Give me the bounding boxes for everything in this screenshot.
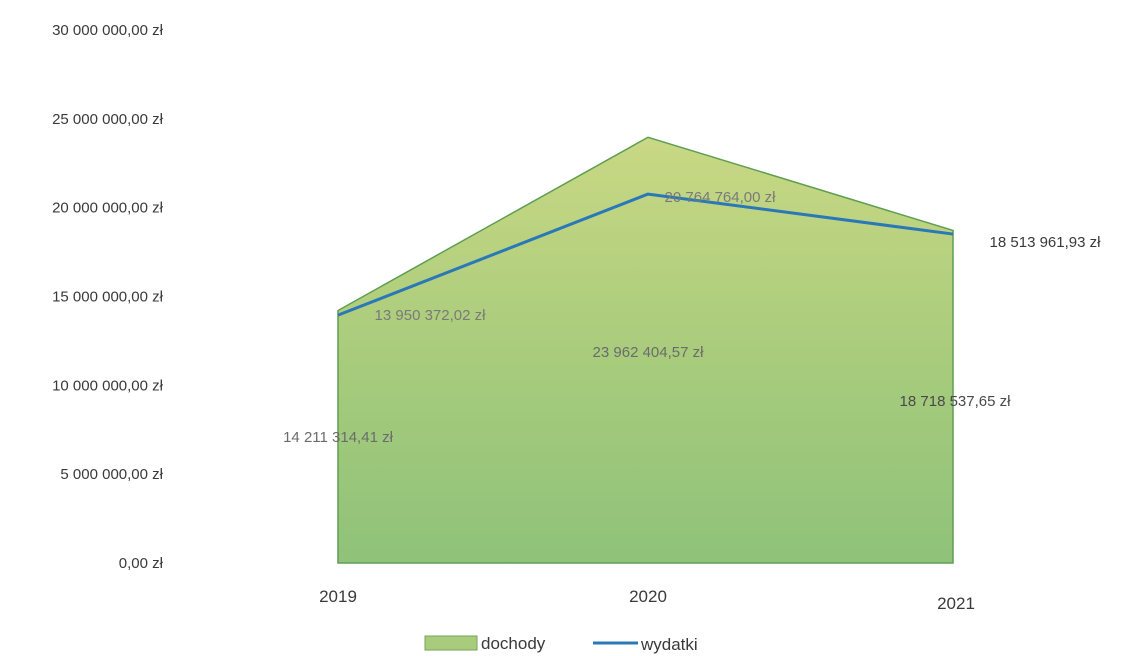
y-tick-label: 10 000 000,00 zł	[52, 377, 164, 394]
legend-label-wydatki: wydatki	[640, 635, 698, 654]
y-tick-label: 5 000 000,00 zł	[60, 466, 163, 483]
series-line-wydatki	[337, 192, 954, 317]
x-tick-label: 2019	[319, 587, 357, 606]
y-axis: 0,00 zł 5 000 000,00 zł 10 000 000,00 zł 15…	[52, 22, 164, 572]
x-axis: 2019 2020 2021	[319, 587, 975, 613]
data-label-wydatki: 20 764 764,00 zł	[665, 189, 777, 206]
y-tick-label: 25 000 000,00 zł	[52, 111, 164, 128]
data-label-dochody: 23 962 404,57 zł	[593, 344, 705, 361]
data-labels: 14 211 314,41 zł 23 962 404,57 zł 18 718 5…	[283, 189, 1101, 446]
y-tick-label: 15 000 000,00 zł	[52, 289, 164, 306]
series-area-dochody	[337, 136, 954, 564]
x-tick-label: 2020	[629, 587, 667, 606]
x-tick-label: 2021	[937, 594, 975, 613]
y-tick-label: 0,00 zł	[119, 555, 164, 572]
y-tick-label: 20 000 000,00 zł	[52, 200, 164, 217]
legend-swatch-dochody	[424, 635, 478, 651]
data-label-dochody: 14 211 314,41 zł	[283, 429, 393, 446]
y-tick-label: 30 000 000,00 zł	[52, 22, 164, 39]
data-label-wydatki: 18 513 961,93 zł	[990, 234, 1102, 251]
data-label-wydatki: 13 950 372,02 zł	[375, 307, 487, 324]
data-label-dochody: 18 718 537,65 zł	[900, 393, 1012, 410]
legend: dochody wydatki	[424, 634, 698, 654]
legend-label-dochody: dochody	[481, 634, 546, 653]
plot-area	[337, 136, 954, 564]
